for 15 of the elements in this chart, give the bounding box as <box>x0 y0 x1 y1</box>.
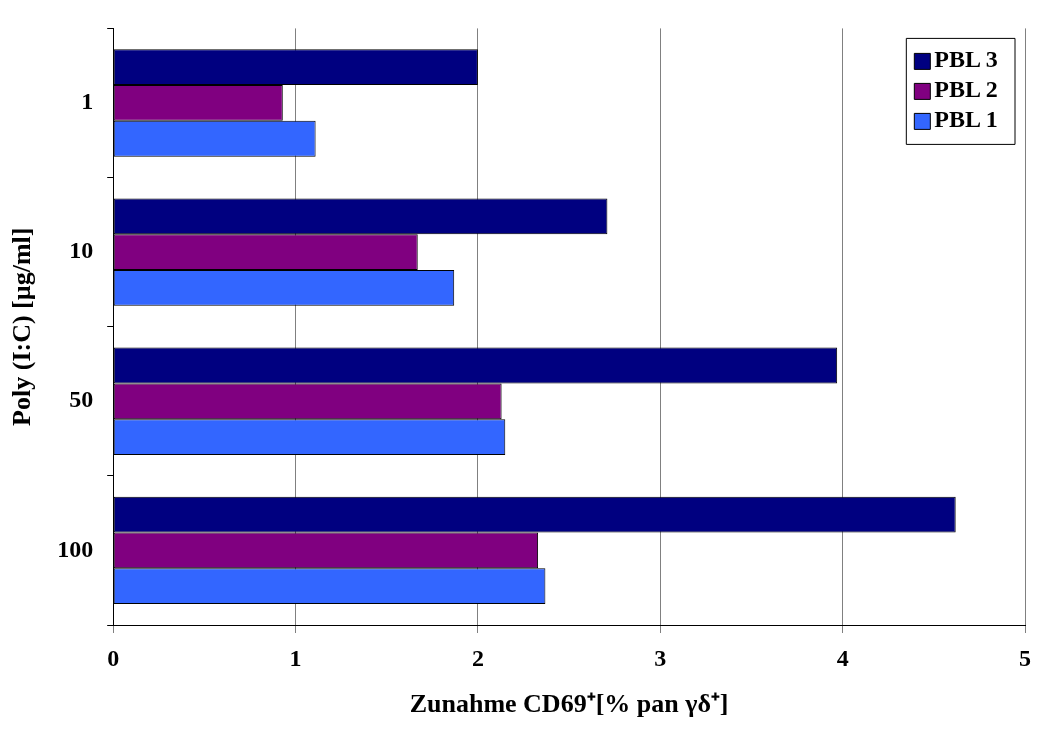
legend-label: PBL 3 <box>934 45 998 72</box>
y-tick-label: 100 <box>57 535 94 562</box>
x-tick-label: 3 <box>654 644 667 671</box>
legend-label: PBL 2 <box>934 75 998 102</box>
x-tick-label: 4 <box>836 644 849 671</box>
y-tick-label: 10 <box>69 237 94 264</box>
x-tick-label: 1 <box>289 644 302 671</box>
x-tick-label: 2 <box>471 644 484 671</box>
legend-label: PBL 1 <box>934 105 998 132</box>
y-axis-title: Poly (I:C) [µg/ml] <box>7 227 37 426</box>
x-tick-label: 0 <box>107 644 120 671</box>
y-tick-label: 50 <box>69 386 94 413</box>
x-axis-title: Zunahme CD69⁺[% pan γδ⁺] <box>409 689 729 719</box>
x-tick-label: 5 <box>1019 644 1031 671</box>
y-tick-label: 1 <box>81 88 94 115</box>
